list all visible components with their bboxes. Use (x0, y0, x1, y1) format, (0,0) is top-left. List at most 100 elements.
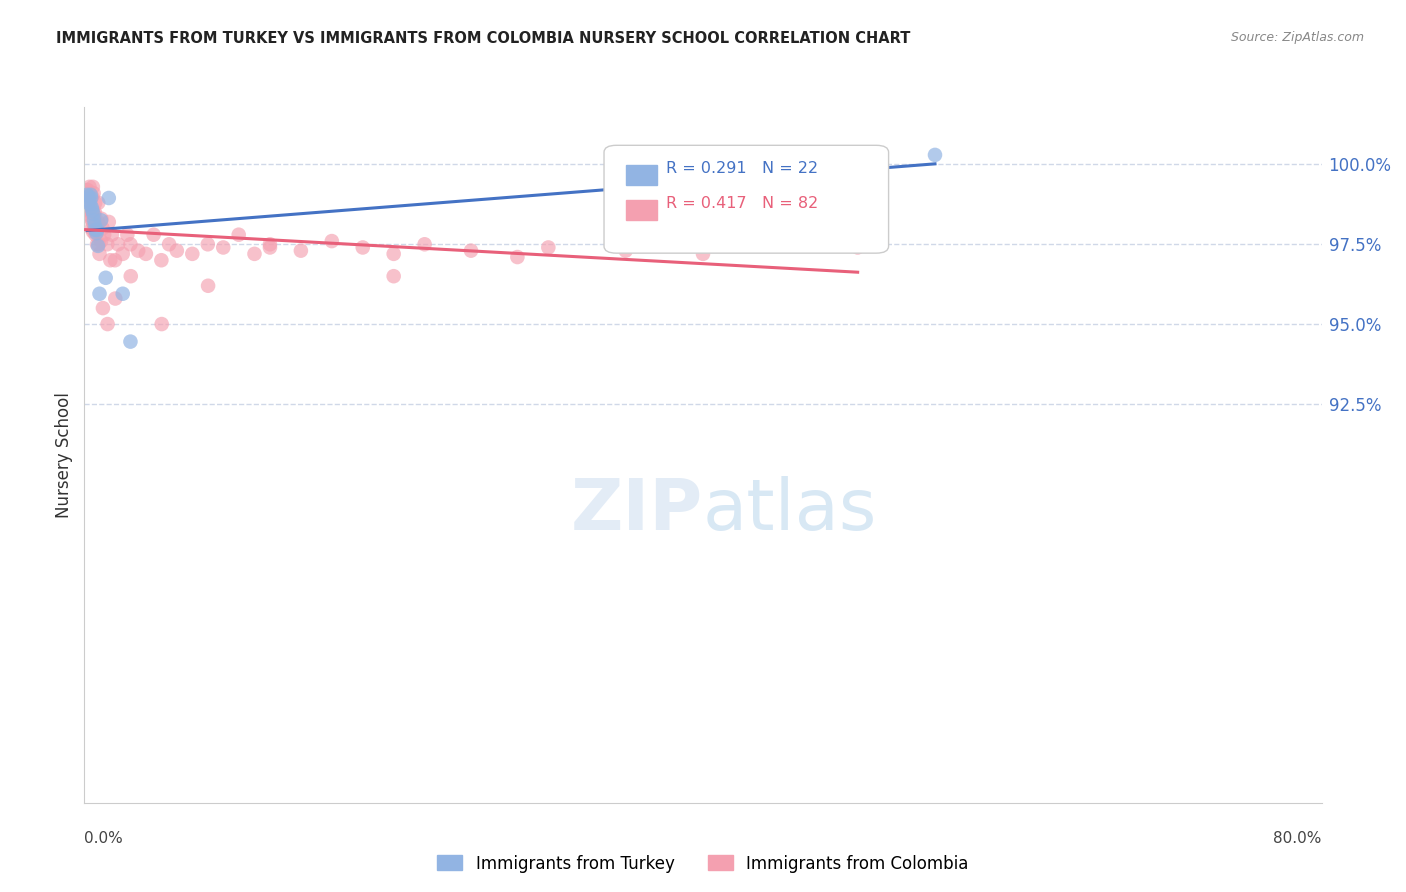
Point (243, 247, 266, 261)
Point (157, 237, 180, 252)
Point (181, 247, 204, 261)
Point (86, 223, 108, 237)
Point (83, 209, 105, 223)
Point (228, 227, 250, 242)
Point (80, 201, 103, 215)
Point (692, 247, 714, 261)
Point (77, 189, 100, 203)
Text: R = 0.417   N = 82: R = 0.417 N = 82 (666, 196, 818, 211)
Point (76, 186, 98, 201)
Point (120, 237, 142, 252)
Point (80, 205, 103, 219)
Point (75, 195, 97, 210)
Point (96, 237, 118, 252)
Text: R = 0.291   N = 22: R = 0.291 N = 22 (666, 161, 818, 176)
Point (97, 191, 120, 205)
Point (87, 237, 110, 252)
Point (83, 213, 105, 227)
Point (82, 225, 104, 239)
Point (98, 253, 121, 268)
Point (82, 203, 104, 218)
Point (82, 207, 104, 221)
Text: 0.0%: 0.0% (84, 830, 124, 846)
Point (77, 189, 100, 203)
Point (120, 334, 142, 349)
Point (150, 253, 173, 268)
Point (76, 187, 98, 202)
Point (91, 221, 114, 235)
Point (83, 211, 105, 226)
Point (77, 202, 100, 216)
Point (197, 237, 219, 252)
Point (86, 226, 108, 240)
Point (86, 221, 108, 235)
Point (79, 209, 101, 223)
Point (90, 234, 112, 248)
Point (79, 197, 101, 211)
Point (117, 227, 139, 242)
Point (83, 205, 105, 219)
Point (83, 221, 105, 235)
Point (83, 218, 105, 232)
Text: IMMIGRANTS FROM TURKEY VS IMMIGRANTS FROM COLOMBIA NURSERY SCHOOL CORRELATION CH: IMMIGRANTS FROM TURKEY VS IMMIGRANTS FRO… (56, 31, 911, 46)
Point (97, 317, 120, 331)
Point (77, 195, 100, 210)
Point (87, 215, 110, 229)
Point (80, 187, 103, 202)
Text: 80.0%: 80.0% (1274, 830, 1322, 846)
Point (79, 193, 101, 207)
Point (104, 253, 127, 268)
Point (86, 237, 108, 252)
Point (82, 205, 104, 219)
Point (352, 240, 374, 254)
Point (120, 269, 142, 284)
Point (259, 240, 281, 254)
Point (101, 227, 124, 242)
Point (166, 244, 188, 258)
Point (82, 179, 104, 194)
Point (93, 227, 115, 242)
Point (80, 221, 103, 235)
Text: atlas: atlas (703, 476, 877, 545)
Point (90, 213, 112, 227)
Legend: Immigrants from Turkey, Immigrants from Colombia: Immigrants from Turkey, Immigrants from … (430, 848, 976, 880)
Point (924, 148, 946, 162)
Text: ZIP: ZIP (571, 476, 703, 545)
Point (84, 227, 107, 242)
Point (769, 237, 792, 252)
Point (79, 202, 101, 216)
Point (89, 286, 111, 301)
Point (84, 223, 107, 237)
Point (614, 244, 637, 258)
Point (94, 270, 117, 285)
Point (84, 195, 107, 210)
Point (79, 199, 101, 213)
Point (107, 237, 129, 252)
Point (79, 194, 101, 209)
Point (537, 240, 560, 254)
Point (111, 247, 134, 261)
Y-axis label: Nursery School: Nursery School (55, 392, 73, 518)
Point (80, 205, 103, 219)
Point (259, 237, 281, 252)
Point (89, 247, 111, 261)
Point (76, 183, 98, 197)
Point (91, 301, 114, 315)
Point (87, 195, 110, 210)
FancyBboxPatch shape (626, 201, 657, 219)
Point (111, 286, 134, 301)
Point (79, 179, 101, 194)
Point (150, 317, 173, 331)
Point (142, 227, 165, 242)
Point (135, 247, 157, 261)
Point (75, 193, 97, 207)
FancyBboxPatch shape (626, 166, 657, 185)
Point (80, 191, 103, 205)
Point (382, 269, 405, 284)
Point (290, 244, 312, 258)
FancyBboxPatch shape (605, 145, 889, 253)
Point (127, 244, 149, 258)
Point (212, 240, 235, 254)
Point (846, 240, 869, 254)
Point (97, 215, 120, 229)
